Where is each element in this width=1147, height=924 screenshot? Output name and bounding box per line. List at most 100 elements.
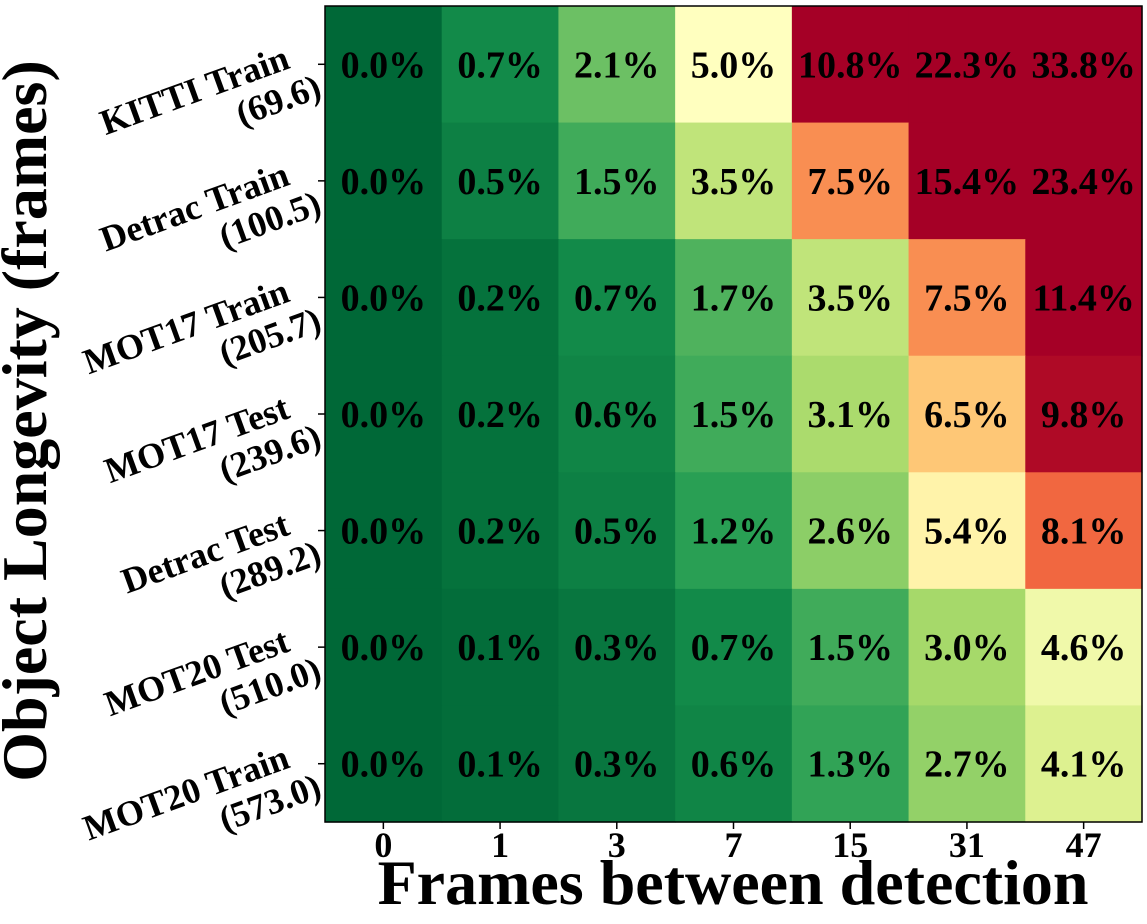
heatmap-cell	[325, 6, 443, 124]
heatmap-cell	[908, 705, 1026, 823]
heatmap-cell	[675, 122, 793, 240]
cell-value-label: 3.0%	[924, 627, 1010, 669]
heatmap-cell	[1025, 472, 1143, 590]
cell-value-label: 23.4%	[1031, 161, 1136, 203]
cell-value-label: 9.8%	[1041, 394, 1127, 436]
cell-value-label: 0.0%	[341, 744, 427, 786]
cell-value-label: 3.5%	[691, 161, 777, 203]
cell-value-label: 0.0%	[341, 161, 427, 203]
cell-value-label: 0.0%	[341, 394, 427, 436]
y-tick-label: KITTI Train(69.6)	[95, 38, 326, 143]
cell-value-label: 5.4%	[924, 511, 1010, 553]
heatmap-cell	[791, 355, 910, 473]
x-tick-label: 1	[491, 825, 509, 865]
heatmap-cell	[325, 239, 443, 357]
cell-value-label: 7.5%	[807, 161, 893, 203]
x-tick-label: 7	[725, 825, 743, 865]
cell-value-label: 4.6%	[1041, 627, 1127, 669]
cell-value-label: 2.1%	[574, 44, 660, 86]
heatmap-cell	[441, 355, 560, 473]
cell-value-label: 0.2%	[457, 277, 543, 319]
cell-value-label: 1.5%	[574, 161, 660, 203]
cell-value-label: 1.2%	[691, 511, 777, 553]
cell-value-label: 3.1%	[807, 394, 893, 436]
cell-value-label: 0.2%	[457, 511, 543, 553]
cell-value-label: 0.6%	[691, 744, 777, 786]
x-tick-label: 31	[949, 825, 985, 865]
cell-value-label: 4.1%	[1041, 744, 1127, 786]
cell-value-label: 0.7%	[691, 627, 777, 669]
heatmap-cell	[675, 6, 793, 124]
heatmap-cell	[908, 355, 1026, 473]
y-tick-label: MOT17 Train(205.7)	[78, 271, 326, 382]
heatmap-cell	[558, 355, 676, 473]
heatmap-cell	[441, 6, 560, 124]
heatmap-cell	[325, 122, 443, 240]
cell-value-label: 2.7%	[924, 744, 1010, 786]
cell-value-label: 0.0%	[341, 511, 427, 553]
heatmap-cell	[791, 588, 910, 707]
y-tick-label: MOT17 Test(239.6)	[99, 387, 326, 491]
heatmap-cell	[675, 355, 793, 473]
cell-value-label: 1.7%	[691, 277, 777, 319]
heatmap-cell	[1025, 705, 1143, 823]
y-tick-label: MOT20 Train(573.0)	[78, 737, 326, 848]
heatmap-cell	[675, 239, 793, 357]
heatmap-cell	[558, 705, 676, 823]
cell-value-label: 6.5%	[924, 394, 1010, 436]
cell-value-label: 33.8%	[1031, 44, 1136, 86]
heatmap-cells: 0.0% 0.7% 2.1% 5.0% 10.8% 22.3% 33.8% 0.0% 0.5% 1…	[325, 6, 1143, 823]
heatmap-cell	[1025, 6, 1143, 124]
cell-value-label: 0.3%	[574, 627, 660, 669]
heatmap-cell	[325, 588, 443, 707]
cell-value-label: 0.0%	[341, 277, 427, 319]
cell-value-label: 11.4%	[1032, 277, 1134, 319]
heatmap-cell	[791, 122, 910, 240]
heatmap-cell	[558, 239, 676, 357]
x-tick-label: 47	[1066, 825, 1102, 865]
heatmap-cell	[441, 239, 560, 357]
heatmap-cell	[1025, 588, 1143, 707]
cell-value-label: 0.5%	[457, 161, 543, 203]
cell-value-label: 1.5%	[691, 394, 777, 436]
heatmap-cell	[791, 239, 910, 357]
heatmap-cell	[791, 6, 910, 124]
heatmap-cell	[675, 588, 793, 707]
cell-value-label: 7.5%	[924, 277, 1010, 319]
heatmap-cell	[1025, 122, 1143, 240]
heatmap-cell	[558, 472, 676, 590]
heatmap-cell	[908, 472, 1026, 590]
heatmap-cell	[441, 588, 560, 707]
cell-value-label: 1.3%	[807, 744, 893, 786]
cell-value-label: 2.6%	[807, 511, 893, 553]
cell-value-label: 8.1%	[1041, 511, 1127, 553]
x-tick-label: 0	[374, 825, 392, 865]
y-tick-label: MOT20 Test(510.0)	[99, 620, 326, 724]
cell-value-label: 0.1%	[457, 627, 543, 669]
heatmap-cell	[908, 122, 1026, 240]
heatmap-cell	[441, 472, 560, 590]
cell-value-label: 0.6%	[574, 394, 660, 436]
cell-value-label: 0.7%	[574, 277, 660, 319]
cell-value-label: 0.0%	[341, 44, 427, 86]
heatmap-cell	[558, 122, 676, 240]
cell-value-label: 0.2%	[457, 394, 543, 436]
y-axis-label: Object Longevity (frames)	[0, 60, 60, 782]
heatmap-cell	[908, 6, 1026, 124]
x-tick-label: 3	[608, 825, 626, 865]
heatmap-cell	[325, 472, 443, 590]
heatmap-cell	[325, 355, 443, 473]
heatmap-cell	[791, 472, 910, 590]
cell-value-label: 15.4%	[915, 161, 1020, 203]
heatmap-cell	[558, 6, 676, 124]
heatmap-cell	[1025, 355, 1143, 473]
heatmap-cell	[441, 705, 560, 823]
heatmap-cell	[441, 122, 560, 240]
cell-value-label: 0.3%	[574, 744, 660, 786]
heatmap-cell	[791, 705, 910, 823]
heatmap-cell	[325, 705, 443, 823]
cell-value-label: 0.7%	[457, 44, 543, 86]
x-tick-label: 15	[832, 825, 868, 865]
y-tick-label: Detrac Test(289.2)	[116, 504, 326, 606]
